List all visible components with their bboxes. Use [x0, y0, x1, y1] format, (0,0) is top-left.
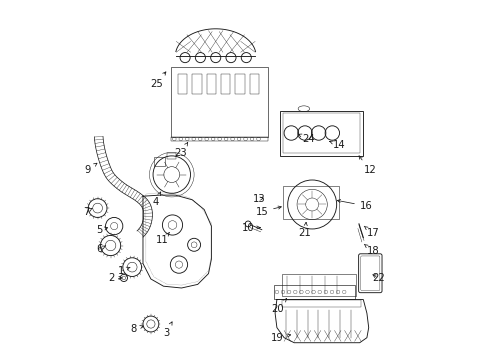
- Text: 15: 15: [255, 206, 281, 217]
- Text: 22: 22: [371, 273, 384, 283]
- Text: 1: 1: [118, 266, 130, 276]
- Bar: [235, 74, 244, 94]
- Text: 18: 18: [364, 244, 379, 256]
- Text: 4: 4: [152, 192, 161, 207]
- Text: 3: 3: [163, 322, 172, 338]
- Text: 14: 14: [329, 140, 345, 150]
- Bar: [153, 157, 165, 166]
- Bar: [178, 74, 187, 94]
- Text: 16: 16: [337, 199, 372, 211]
- Bar: [249, 74, 259, 94]
- Bar: [221, 74, 230, 94]
- Text: 24: 24: [298, 134, 314, 144]
- Text: 6: 6: [97, 244, 105, 254]
- Text: 2: 2: [108, 273, 122, 283]
- Text: 12: 12: [358, 156, 375, 175]
- Bar: [192, 74, 201, 94]
- Text: 21: 21: [298, 222, 311, 238]
- Text: 17: 17: [364, 226, 379, 238]
- Bar: [282, 274, 355, 296]
- Bar: [206, 74, 216, 94]
- Text: 19: 19: [271, 333, 290, 343]
- Text: 5: 5: [97, 225, 107, 235]
- Text: 13: 13: [253, 194, 265, 204]
- Bar: [282, 300, 361, 307]
- Text: 7: 7: [83, 207, 92, 217]
- Bar: [170, 67, 267, 137]
- Text: 23: 23: [174, 143, 187, 158]
- Bar: [279, 111, 362, 156]
- Text: 9: 9: [84, 163, 97, 175]
- Bar: [273, 285, 354, 299]
- Text: 25: 25: [150, 72, 165, 89]
- Bar: [282, 113, 359, 153]
- Text: 10: 10: [241, 222, 260, 233]
- Bar: [283, 186, 339, 219]
- Text: 8: 8: [130, 324, 143, 334]
- Bar: [170, 137, 267, 141]
- Bar: [167, 153, 176, 159]
- Text: 20: 20: [271, 299, 286, 314]
- Text: 11: 11: [156, 233, 169, 246]
